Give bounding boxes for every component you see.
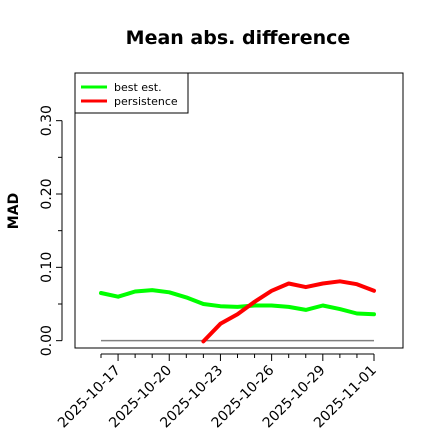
y-axis: 0.00 0.10 0.20 0.30 [39,105,63,356]
series-line-best-est [99,288,376,317]
legend-box [74,72,189,114]
legend-label-best-est: best est. [114,81,162,94]
series-line-persistence [201,279,376,344]
y-tick-label: 0.10 [39,252,55,283]
legend-label-persistence: persistence [114,95,178,108]
y-tick-label: 0.00 [39,325,55,356]
y-tick-label: 0.30 [39,105,55,136]
y-axis-label: MAD [6,193,22,229]
chart-title: Mean abs. difference [126,27,351,49]
plot-frame [74,72,404,349]
x-axis: 2025-10-172025-10-202025-10-232025-10-26… [55,353,380,431]
y-tick-label: 0.20 [39,178,55,209]
series-group [99,279,376,344]
legend: best est. persistence [74,72,189,114]
